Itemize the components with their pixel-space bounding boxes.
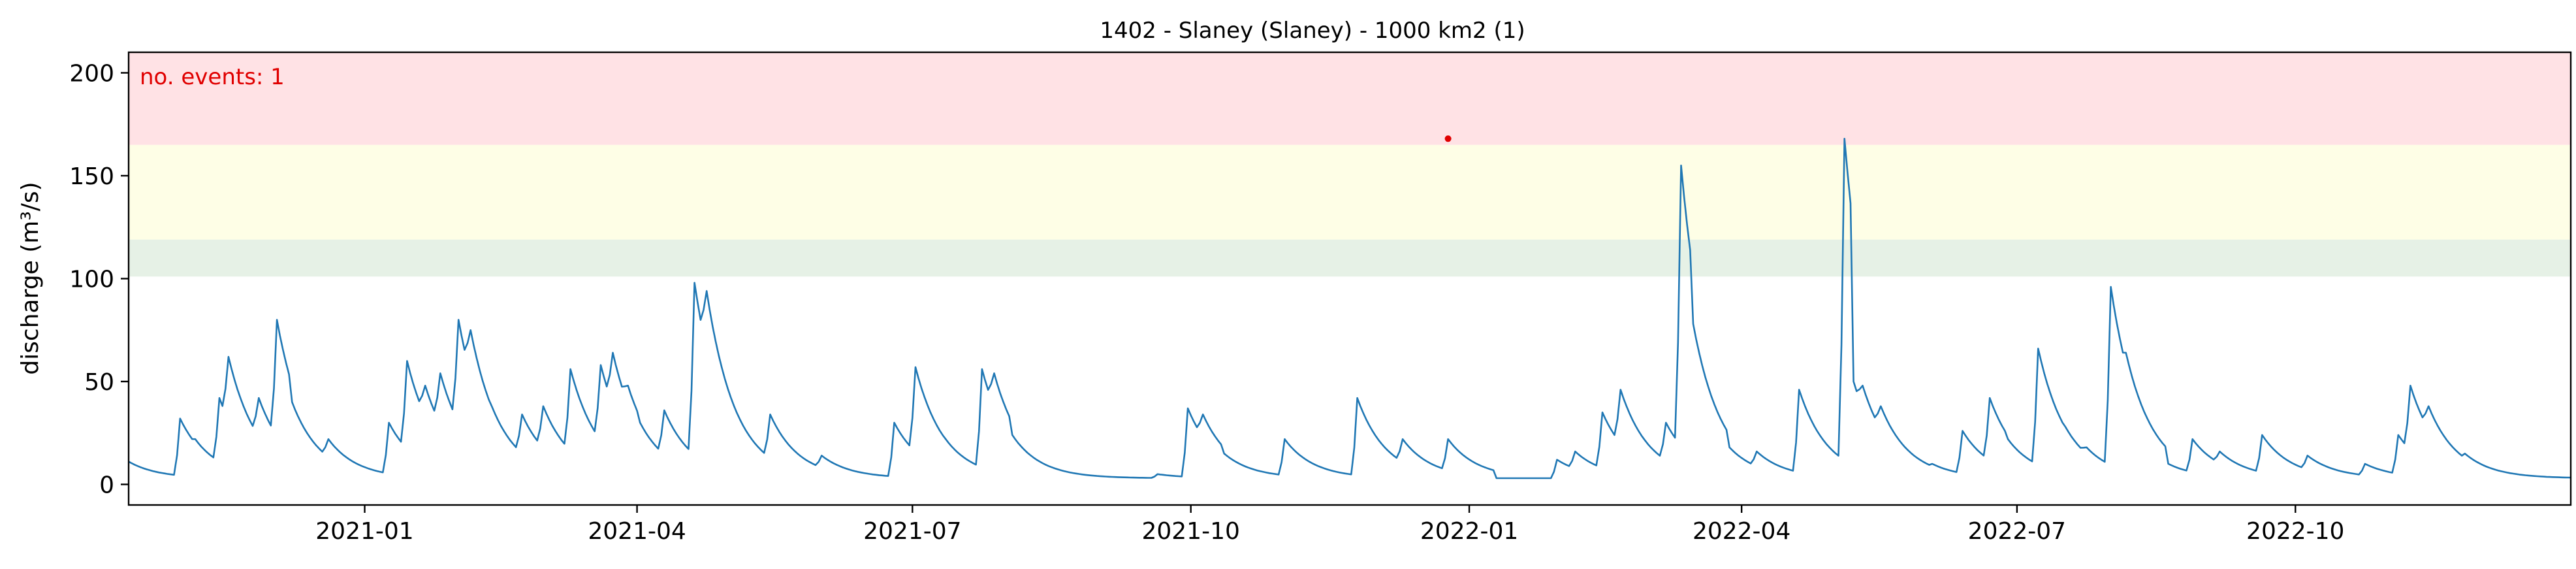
x-tick-label: 2022-01	[1420, 518, 1518, 545]
threshold-band-1	[129, 239, 2571, 277]
y-tick-label: 200	[69, 61, 114, 88]
y-tick-label: 0	[99, 472, 114, 499]
y-tick-label: 150	[69, 163, 114, 190]
y-tick-label: 100	[69, 267, 114, 293]
x-axis: 2021-01 2021-04 2021-07 2021-10 2022-01 2022-…	[315, 505, 2344, 545]
threshold-band-2	[129, 144, 2571, 240]
discharge-line	[128, 138, 2571, 480]
chart-title: 1402 - Slaney (Slaney) - 1000 km2 (1)	[1100, 18, 1525, 44]
x-tick-label: 2022-04	[1693, 518, 1790, 545]
x-tick-label: 2021-07	[863, 518, 961, 545]
x-tick-label: 2021-01	[315, 518, 413, 545]
x-tick-label: 2022-10	[2246, 518, 2344, 545]
event-markers	[1444, 135, 1452, 142]
threshold-bands	[129, 52, 2571, 277]
y-axis: 0 50 100 150 200	[69, 61, 129, 499]
event-marker-1	[1444, 135, 1452, 142]
discharge-series	[128, 138, 2571, 480]
x-tick-label: 2022-07	[1968, 518, 2066, 545]
y-tick-label: 50	[84, 369, 114, 396]
events-count-annotation: no. events: 1	[140, 64, 285, 90]
y-axis-label: discharge (m³/s)	[17, 182, 44, 374]
x-tick-label: 2021-04	[588, 518, 686, 545]
x-tick-label: 2021-10	[1141, 518, 1239, 545]
threshold-band-3	[129, 52, 2571, 145]
